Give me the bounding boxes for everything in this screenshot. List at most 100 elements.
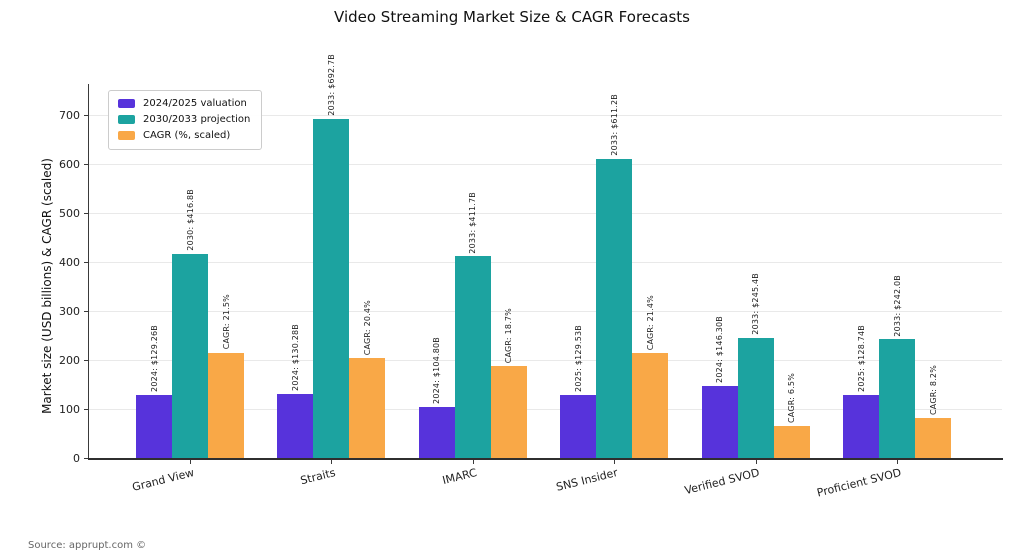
bar: [208, 352, 244, 458]
bar-value-text: 2033: $242.0B: [892, 274, 902, 337]
legend-label-valuation: 2024/2025 valuation: [143, 98, 247, 109]
bar-value-label: 2024: $146.30B: [702, 316, 738, 383]
bar: [737, 337, 774, 458]
bar-value-text: 2030: $416.8B: [185, 189, 195, 251]
y-tick-mark: [84, 164, 88, 165]
bar-value-text: CAGR: 21.4%: [645, 294, 655, 351]
bar: [560, 394, 597, 458]
bar-value-label: 2024: $130.28B: [277, 324, 313, 391]
bar: [843, 394, 879, 458]
gridline: [89, 409, 1002, 410]
bar: [701, 386, 738, 458]
bar-value-text: 2024: $129.26B: [149, 324, 159, 392]
gridline: [89, 213, 1002, 214]
bar-value-text: CAGR: 8.2%: [928, 364, 938, 415]
gridline: [89, 360, 1002, 361]
bar-value-text: 2025: $128.74B: [856, 324, 866, 392]
y-tick-label: 100: [59, 403, 80, 416]
bar-value-text: 2025: $129.53B: [573, 324, 583, 392]
x-tick-label: Straits: [298, 466, 337, 488]
y-tick-label: 400: [59, 256, 80, 269]
bar-value-text: CAGR: 18.7%: [504, 308, 514, 364]
x-tick-mark: [190, 460, 191, 464]
bar-value-label: 2024: $129.26B: [136, 325, 172, 392]
bar-value-label: 2025: $128.74B: [843, 325, 879, 392]
bar: [490, 366, 527, 458]
bar-value-label: CAGR: 6.5%: [774, 373, 810, 423]
bar: [313, 118, 350, 458]
bar-value-label: CAGR: 21.5%: [208, 294, 244, 349]
bar-value-label: CAGR: 20.4%: [349, 300, 385, 355]
x-tick-mark: [472, 460, 474, 464]
x-tick-label: Proficient SVOD: [815, 466, 903, 500]
bar-value-label: 2033: $245.4B: [738, 273, 774, 335]
bar-value-label: CAGR: 21.4%: [632, 295, 668, 350]
bar: [454, 256, 491, 458]
legend: 2024/2025 valuation 2030/2033 projection…: [108, 90, 263, 150]
bar-value-label: 2030: $416.8B: [172, 189, 208, 251]
y-tick-mark: [84, 213, 88, 214]
bar-value-text: 2033: $611.2B: [609, 93, 619, 156]
bar-value-text: 2033: $411.7B: [468, 191, 478, 254]
legend-label-projection: 2030/2033 projection: [143, 114, 251, 125]
x-axis-spine: [88, 458, 1003, 460]
legend-swatch-projection-icon: [118, 115, 135, 124]
y-tick-mark: [84, 262, 88, 263]
legend-item-valuation: 2024/2025 valuation: [118, 98, 250, 109]
x-tick-label: Grand View: [130, 466, 196, 494]
bar: [773, 426, 810, 458]
gridline: [89, 262, 1002, 263]
y-tick-mark: [84, 360, 88, 361]
x-tick-label: SNS Insider: [555, 466, 620, 494]
bar-value-label: 2033: $692.7B: [313, 54, 349, 116]
y-tick-label: 600: [59, 158, 80, 171]
bar-value-label: 2033: $411.7B: [455, 192, 491, 254]
legend-swatch-valuation-icon: [118, 99, 135, 108]
source-attribution: Source: apprupt.com ©: [28, 540, 147, 551]
bar: [418, 406, 455, 458]
x-tick-mark: [755, 460, 757, 464]
y-tick-label: 0: [73, 452, 80, 465]
x-tick-label: IMARC: [440, 466, 478, 488]
bar-value-text: CAGR: 20.4%: [362, 299, 372, 356]
bar: [349, 358, 386, 458]
x-tick-mark: [331, 460, 333, 464]
chart-title: Video Streaming Market Size & CAGR Forec…: [334, 8, 690, 26]
y-tick-mark: [84, 115, 88, 116]
bar: [632, 353, 669, 458]
bar: [277, 394, 314, 458]
bar-value-label: 2025: $129.53B: [560, 325, 596, 392]
bar-value-text: 2024: $104.80B: [432, 336, 442, 404]
bar-value-text: CAGR: 21.5%: [221, 294, 231, 350]
y-tick-label: 700: [59, 109, 80, 122]
gridline: [89, 164, 1002, 165]
bar-value-label: 2024: $104.80B: [419, 337, 455, 404]
y-axis-spine: [88, 84, 89, 459]
bar-value-label: 2033: $611.2B: [596, 94, 632, 156]
legend-swatch-cagr-icon: [118, 131, 135, 140]
legend-label-cagr: CAGR (%, scaled): [143, 130, 231, 141]
bar-value-text: 2033: $692.7B: [326, 53, 336, 116]
y-tick-mark: [84, 311, 88, 312]
x-tick-mark: [897, 460, 898, 464]
bar-value-text: 2024: $130.28B: [290, 324, 300, 392]
bar: [879, 339, 915, 458]
bar-value-label: CAGR: 18.7%: [491, 308, 527, 363]
legend-item-cagr: CAGR (%, scaled): [118, 130, 250, 141]
bar-value-label: 2033: $242.0B: [879, 275, 915, 337]
gridline: [89, 311, 1002, 312]
bar: [172, 253, 208, 458]
bar-value-text: CAGR: 6.5%: [787, 373, 797, 424]
bar-value-text: 2024: $146.30B: [715, 316, 725, 384]
bar: [596, 158, 633, 458]
y-tick-mark: [84, 458, 88, 459]
x-tick-label: Verified SVOD: [683, 466, 761, 498]
y-tick-label: 500: [59, 207, 80, 220]
x-tick-mark: [614, 460, 616, 464]
bar: [136, 394, 172, 458]
y-tick-label: 200: [59, 354, 80, 367]
legend-item-projection: 2030/2033 projection: [118, 114, 250, 125]
gridline: [89, 115, 1002, 116]
